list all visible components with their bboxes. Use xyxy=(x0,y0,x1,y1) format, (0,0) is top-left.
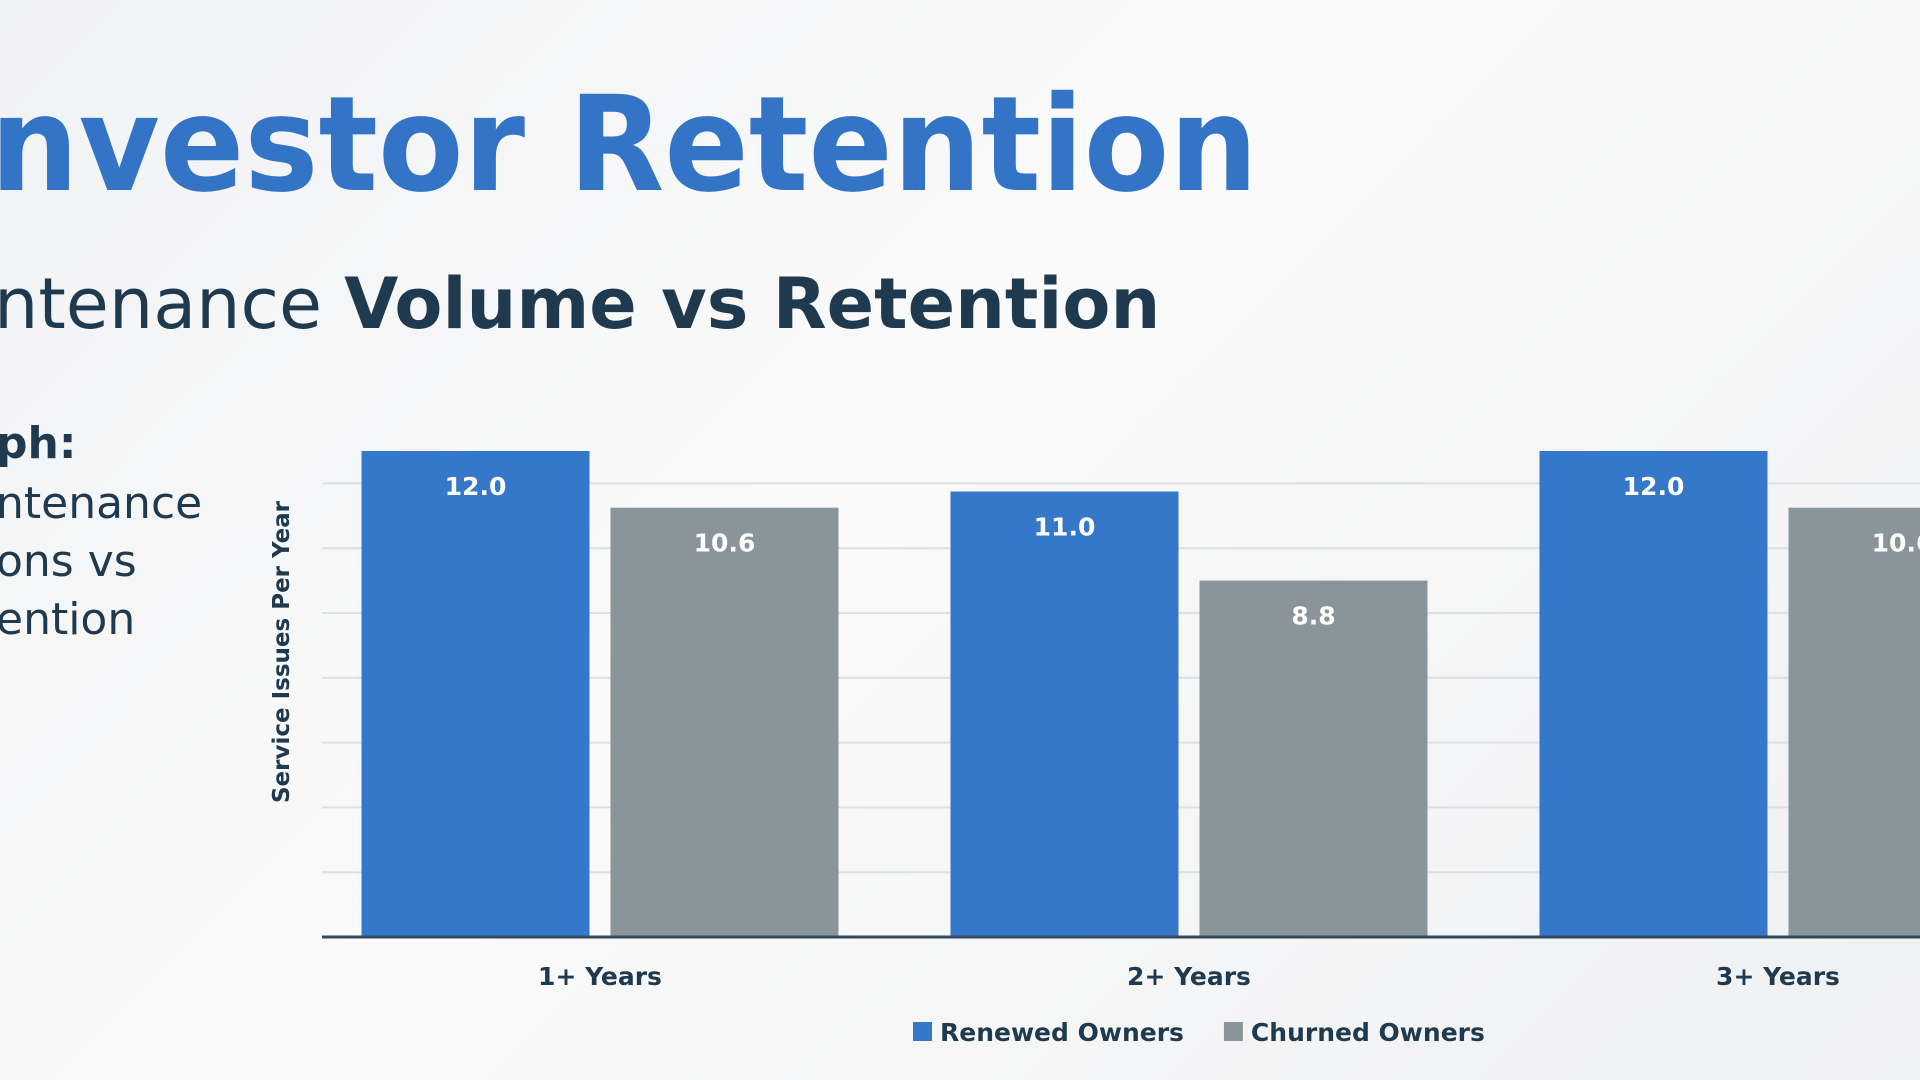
bar xyxy=(1539,451,1768,937)
legend-swatch xyxy=(1223,1022,1243,1041)
data-label: 10.6 xyxy=(1872,529,1920,558)
bar xyxy=(1199,580,1428,937)
x-tick-label: 2+ Years xyxy=(1127,962,1251,991)
bar xyxy=(610,507,839,937)
subtitle-bold: Volume vs Retention xyxy=(344,263,1160,345)
y-axis-label: Service Issues Per Year xyxy=(269,500,295,803)
side-note-line: ons vs xyxy=(0,536,137,587)
slide-subtitle: ntenance Volume vs Retention xyxy=(0,263,1160,345)
subtitle-light: ntenance xyxy=(0,263,322,345)
bar xyxy=(1788,507,1920,937)
data-label: 12.0 xyxy=(445,472,507,501)
data-label: 8.8 xyxy=(1291,602,1335,631)
bar xyxy=(361,451,590,937)
bar xyxy=(950,491,1179,937)
legend-label: Churned Owners xyxy=(1251,1018,1485,1047)
side-note-line: ention xyxy=(0,594,135,645)
data-label: 12.0 xyxy=(1623,472,1685,501)
x-tick-label: 1+ Years xyxy=(538,962,662,991)
slide-title: nvestor Retention xyxy=(0,68,1258,222)
data-label: 11.0 xyxy=(1034,513,1096,542)
side-note-heading: ph: xyxy=(0,418,76,469)
legend-swatch xyxy=(913,1022,932,1041)
x-tick-label: 3+ Years xyxy=(1716,962,1840,991)
legend-label: Renewed Owners xyxy=(940,1018,1184,1047)
data-label: 10.6 xyxy=(694,529,756,558)
side-note-line: ntenance xyxy=(0,478,202,529)
